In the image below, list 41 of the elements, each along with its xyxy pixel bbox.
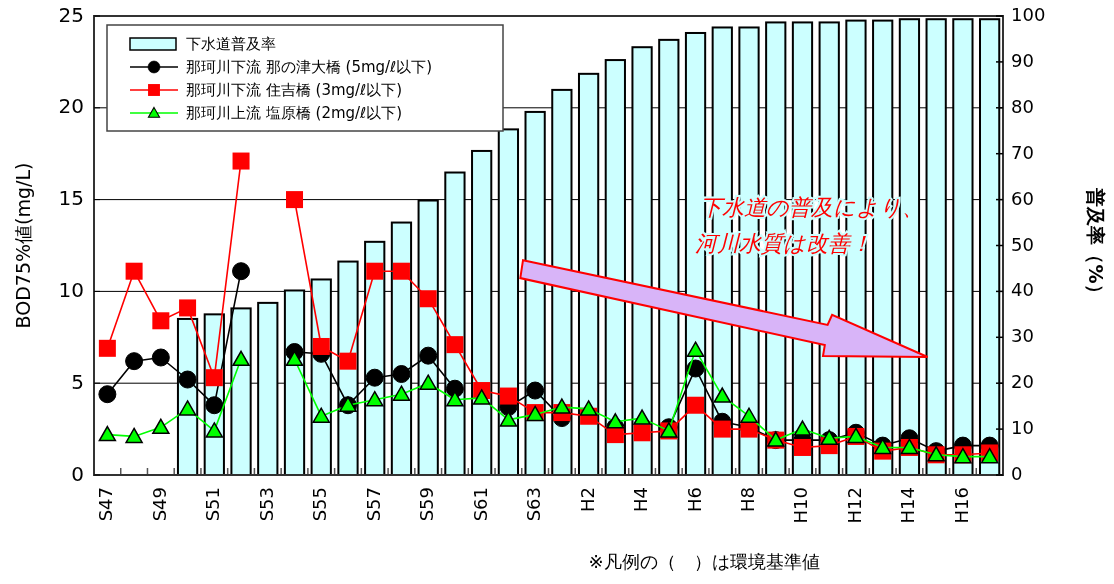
x-tick-label: S63 <box>523 487 545 522</box>
y-axis-title: BOD75%値(mg/L) <box>11 162 34 329</box>
x-tick-label: H4 <box>630 487 652 512</box>
legend-label: 那珂川下流 那の津大橋 (5mg/ℓ以下) <box>186 57 433 76</box>
y2-axis-title: 普及率（%） <box>1084 187 1107 303</box>
x-tick-label: S47 <box>95 487 117 522</box>
x-tick-label: S59 <box>416 487 438 522</box>
y2-tick-label: 70 <box>1011 141 1034 163</box>
x-tick-label: S55 <box>309 487 331 522</box>
y2-tick-label: 60 <box>1011 187 1034 209</box>
y2-tick-label: 20 <box>1011 371 1034 393</box>
x-tick-label: H14 <box>897 487 919 524</box>
x-tick-label: S53 <box>255 487 277 522</box>
y-tick-label: 10 <box>58 277 84 302</box>
legend-label: 下水道普及率 <box>186 34 276 53</box>
x-tick-label: H10 <box>790 487 812 524</box>
y-tick-label: 25 <box>58 2 84 27</box>
x-tick-label: H6 <box>683 487 705 512</box>
y-tick-label: 5 <box>71 369 84 394</box>
y2-tick-label: 80 <box>1011 95 1034 117</box>
x-tick-label: S51 <box>202 487 224 522</box>
legend-label: 那珂川上流 塩原橋 (2mg/ℓ以下) <box>186 103 403 122</box>
y2-tick-label: 40 <box>1011 279 1034 301</box>
legend-label: 那珂川下流 住吉橋 (3mg/ℓ以下) <box>186 80 403 99</box>
y-tick-label: 0 <box>71 461 84 486</box>
text: ※凡例の（ ）は環境基準値 <box>588 551 820 572</box>
x-tick-label: H8 <box>737 487 759 512</box>
y-tick-label: 15 <box>58 186 84 211</box>
y2-tick-label: 50 <box>1011 233 1034 255</box>
y-tick-label: 20 <box>58 94 84 119</box>
x-tick-label: S57 <box>362 487 384 522</box>
x-tick-label: H12 <box>843 487 865 524</box>
y2-tick-label: 0 <box>1011 463 1023 484</box>
y2-tick-label: 10 <box>1011 417 1034 439</box>
x-tick-label: H2 <box>576 487 598 512</box>
x-tick-label: S61 <box>469 487 491 522</box>
y2-tick-label: 100 <box>1011 4 1046 25</box>
x-tick-label: S49 <box>148 487 170 522</box>
y2-tick-label: 30 <box>1011 325 1034 347</box>
x-tick-label: H16 <box>950 487 972 524</box>
y2-tick-label: 90 <box>1011 49 1034 71</box>
